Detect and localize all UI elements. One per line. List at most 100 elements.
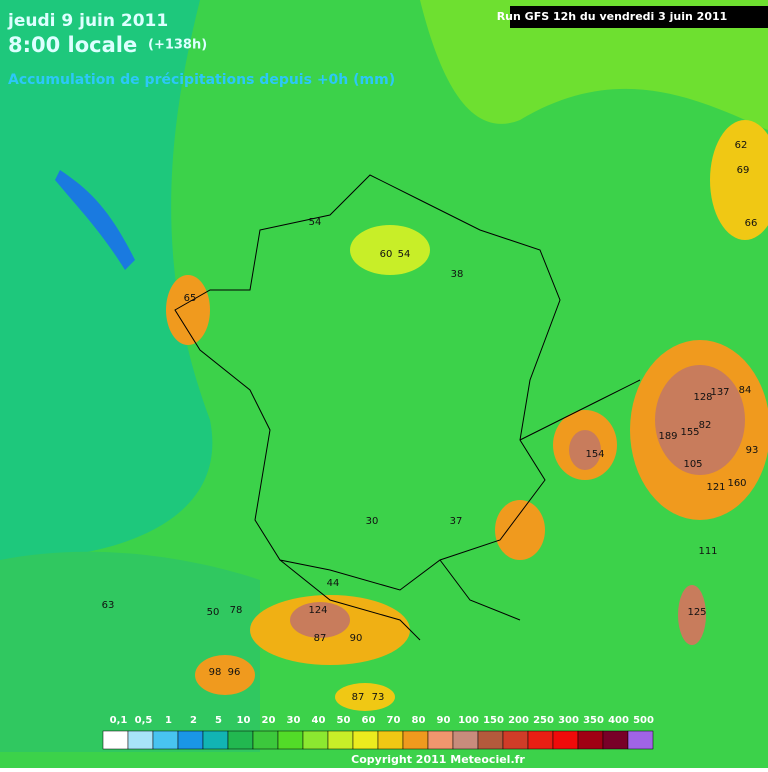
legend-label: 80 <box>412 715 426 726</box>
legend-swatch <box>302 730 329 750</box>
legend-label: 10 <box>237 715 251 726</box>
legend-label: 250 <box>533 715 554 726</box>
precip-value: 78 <box>230 605 243 616</box>
legend-swatch <box>327 730 354 750</box>
wet-area <box>569 430 601 470</box>
legend-swatch <box>177 730 204 750</box>
legend-swatch <box>352 730 379 750</box>
legend-swatch <box>102 730 129 750</box>
wet-area <box>166 275 210 345</box>
precip-value: 62 <box>735 140 748 151</box>
legend-swatch <box>552 730 579 750</box>
legend-swatch <box>602 730 629 750</box>
precip-value: 111 <box>698 546 717 557</box>
legend-swatch <box>152 730 179 750</box>
precip-value: 37 <box>450 516 463 527</box>
precip-value: 87 <box>314 633 327 644</box>
legend-label: 70 <box>387 715 401 726</box>
precip-value: 137 <box>710 387 729 398</box>
precip-value: 66 <box>745 218 758 229</box>
legend-swatch <box>402 730 429 750</box>
precip-value: 90 <box>350 633 363 644</box>
country-border <box>279 379 641 641</box>
date-label: jeudi 9 juin 2011 <box>7 11 168 31</box>
legend-swatch <box>502 730 529 750</box>
precip-value: 30 <box>366 516 379 527</box>
ocean-area <box>0 551 260 768</box>
legend-swatch <box>477 730 504 750</box>
wet-area <box>195 655 255 695</box>
legend-swatch <box>577 730 604 750</box>
legend-swatch <box>227 730 254 750</box>
legend-label: 200 <box>508 715 529 726</box>
run-label: Run GFS 12h du vendredi 3 juin 2011 <box>497 10 728 23</box>
legend-label: 0,1 <box>110 715 128 726</box>
precip-value: 84 <box>739 385 752 396</box>
precip-value: 65 <box>184 293 197 304</box>
wet-area <box>420 0 768 130</box>
legend-label: 20 <box>262 715 276 726</box>
precip-value: 128 <box>693 392 712 403</box>
precip-value: 121 <box>706 482 725 493</box>
wet-area <box>678 585 706 645</box>
precip-value: 60 <box>380 249 393 260</box>
subtitle: Accumulation de précipitations depuis +0… <box>8 72 395 88</box>
precip-value: 54 <box>309 217 322 228</box>
legend-label: 90 <box>437 715 451 726</box>
copyright: Copyright 2011 Meteociel.fr <box>351 753 525 766</box>
legend-label: 1 <box>165 715 172 726</box>
precip-value: 38 <box>451 269 464 280</box>
precip-value: 73 <box>372 692 385 703</box>
legend-label: 300 <box>558 715 579 726</box>
precip-value: 69 <box>737 165 750 176</box>
wet-area <box>495 500 545 560</box>
legend-swatch <box>127 730 154 750</box>
wet-area <box>335 683 395 711</box>
legend-label: 100 <box>458 715 479 726</box>
legend-label: 60 <box>362 715 376 726</box>
precip-value: 124 <box>308 605 327 616</box>
precip-value: 50 <box>207 607 220 618</box>
precip-value: 93 <box>746 445 759 456</box>
legend-label: 400 <box>608 715 629 726</box>
precip-value: 189 <box>658 431 677 442</box>
precip-value: 105 <box>683 459 702 470</box>
legend-label: 150 <box>483 715 504 726</box>
lead-label: (+138h) <box>148 38 207 53</box>
legend-label: 30 <box>287 715 301 726</box>
legend-label: 0,5 <box>135 715 153 726</box>
legend-swatch <box>427 730 454 750</box>
precip-value: 96 <box>228 667 241 678</box>
legend-swatch <box>252 730 279 750</box>
legend-swatch <box>452 730 479 750</box>
legend-label: 350 <box>583 715 604 726</box>
time-label: 8:00 locale <box>8 33 137 57</box>
wet-area <box>350 225 430 275</box>
precip-value: 125 <box>687 607 706 618</box>
legend-swatch <box>527 730 554 750</box>
legend-label: 5 <box>215 715 222 726</box>
legend-swatch <box>277 730 304 750</box>
legend-label: 2 <box>190 715 197 726</box>
lake <box>55 170 135 270</box>
legend-swatch <box>377 730 404 750</box>
legend-swatch <box>202 730 229 750</box>
precip-value: 63 <box>102 600 115 611</box>
precip-value: 87 <box>352 692 365 703</box>
legend-label: 40 <box>312 715 326 726</box>
legend-swatch <box>627 730 654 750</box>
precip-value: 82 <box>699 420 712 431</box>
ocean-area <box>0 0 213 560</box>
legend-label: 500 <box>633 715 654 726</box>
footer-band <box>0 752 768 768</box>
precip-value: 160 <box>727 478 746 489</box>
wet-area <box>290 602 350 638</box>
precip-value: 54 <box>398 249 411 260</box>
precip-value: 155 <box>680 427 699 438</box>
run-box <box>510 6 768 28</box>
legend-label: 50 <box>337 715 351 726</box>
precip-value: 154 <box>585 449 604 460</box>
precip-value: 98 <box>209 667 222 678</box>
wet-area <box>710 120 768 240</box>
